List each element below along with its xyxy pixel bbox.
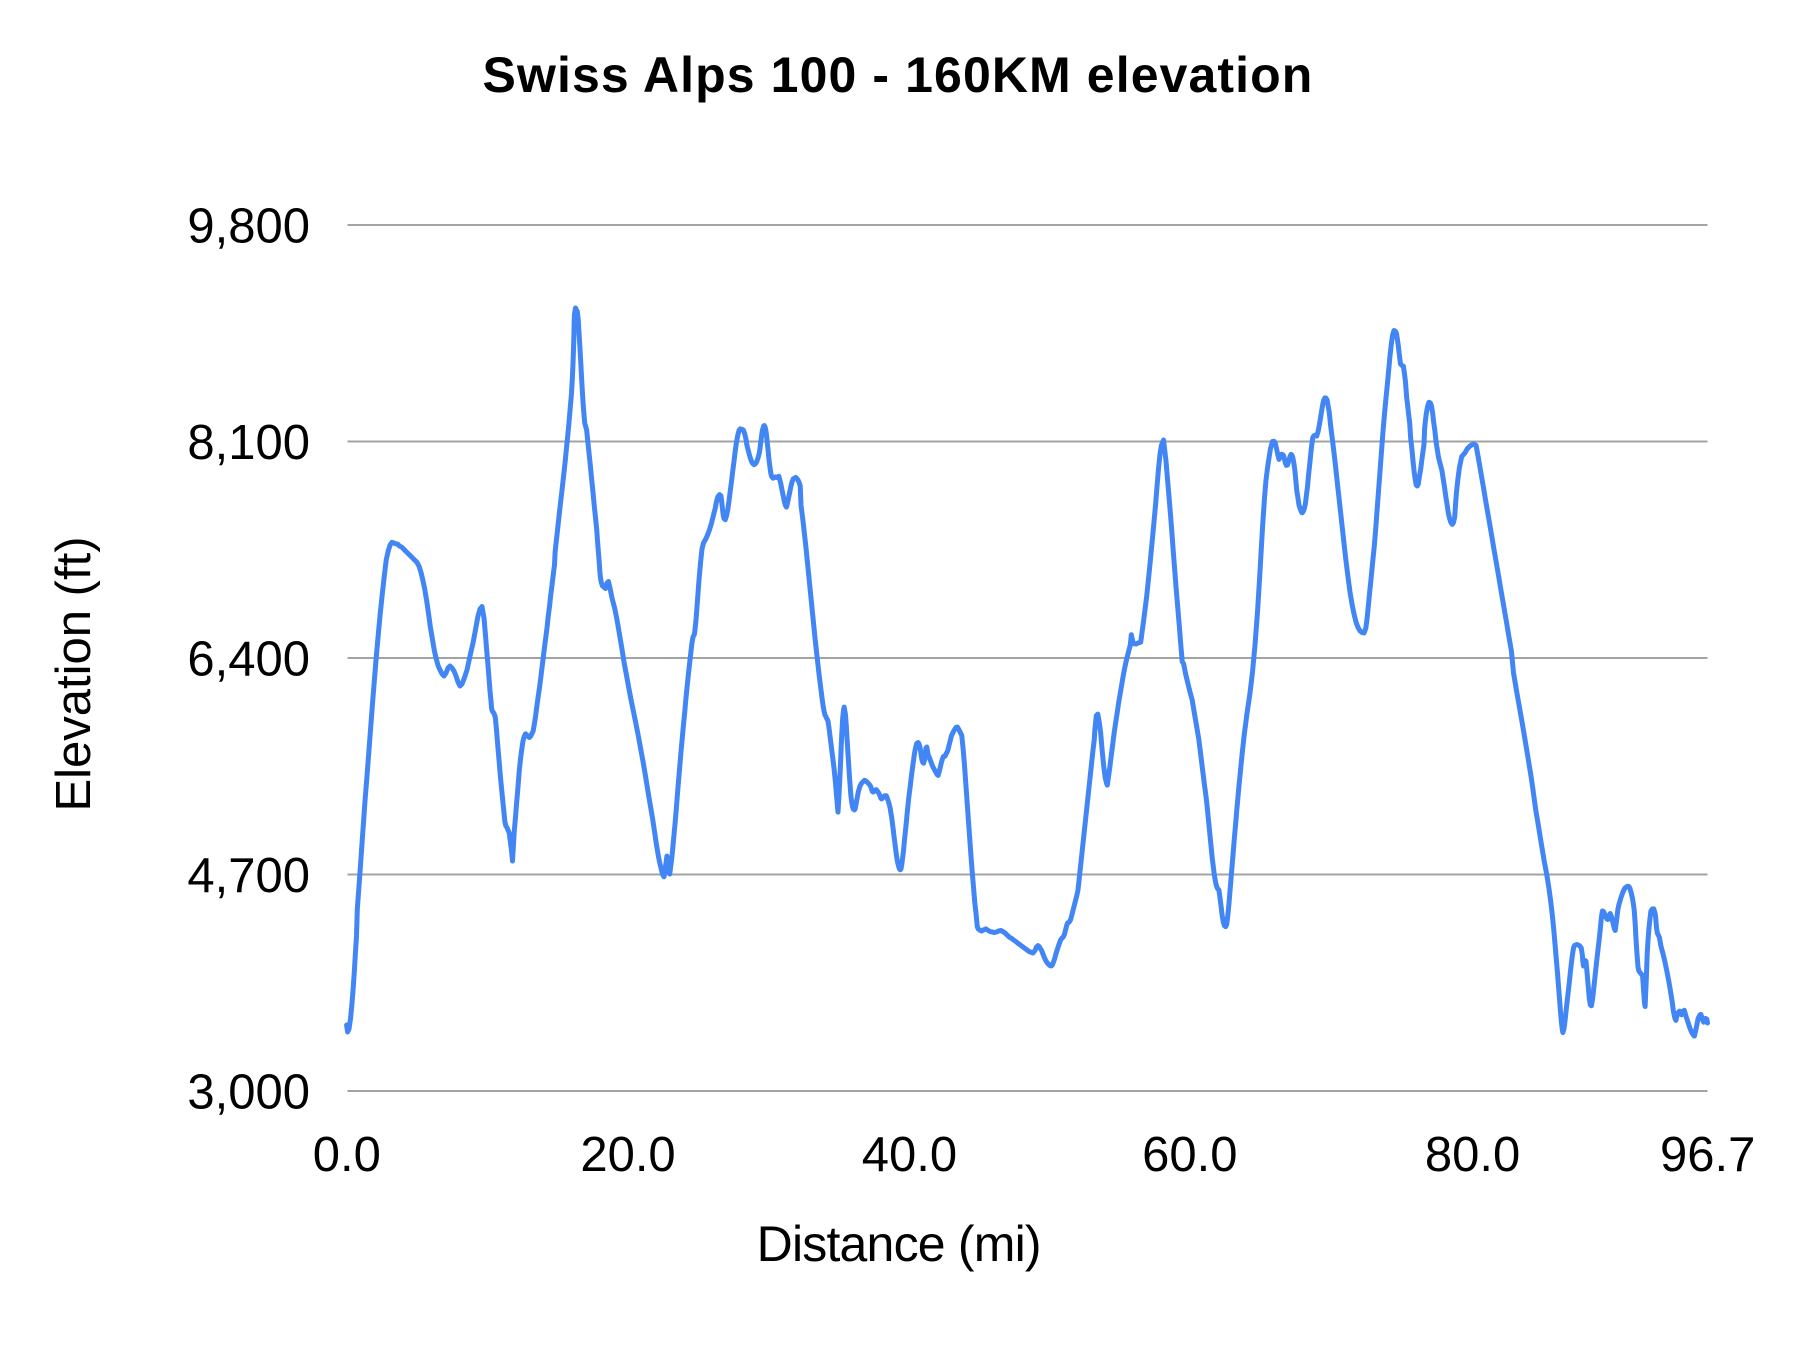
svg-text:9,800: 9,800 (187, 200, 310, 254)
svg-text:Distance (mi): Distance (mi) (757, 1216, 1041, 1272)
svg-text:3,000: 3,000 (187, 1066, 310, 1120)
svg-text:80.0: 80.0 (1425, 1128, 1520, 1182)
svg-text:96.7: 96.7 (1660, 1128, 1755, 1182)
svg-text:Swiss Alps 100 - 160KM elevati: Swiss Alps 100 - 160KM elevation (483, 47, 1314, 103)
svg-text:40.0: 40.0 (862, 1128, 957, 1182)
svg-text:20.0: 20.0 (580, 1128, 675, 1182)
svg-text:8,100: 8,100 (187, 416, 310, 470)
svg-text:4,700: 4,700 (187, 849, 310, 903)
svg-text:60.0: 60.0 (1142, 1128, 1237, 1182)
svg-text:6,400: 6,400 (187, 633, 310, 687)
svg-text:0.0: 0.0 (313, 1128, 381, 1182)
svg-text:Elevation (ft): Elevation (ft) (47, 536, 101, 811)
